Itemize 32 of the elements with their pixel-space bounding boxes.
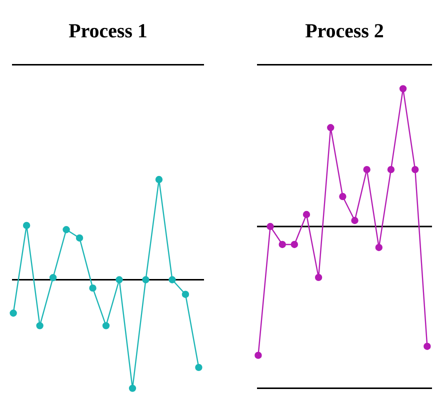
point	[168, 276, 176, 284]
point	[314, 274, 322, 282]
point	[22, 222, 30, 230]
point	[387, 166, 395, 174]
point	[351, 216, 358, 224]
point	[116, 276, 123, 284]
point	[266, 222, 274, 230]
point	[49, 274, 57, 282]
point	[290, 240, 298, 248]
point	[424, 342, 431, 350]
chart-title: Process 1	[68, 24, 146, 38]
point	[254, 352, 262, 359]
point	[89, 284, 96, 292]
point	[195, 364, 202, 372]
point	[399, 85, 407, 92]
point	[10, 310, 17, 317]
point	[278, 240, 286, 248]
point	[302, 210, 310, 218]
point	[76, 234, 84, 242]
point	[412, 166, 419, 174]
point	[375, 244, 383, 252]
point	[142, 276, 150, 284]
point	[363, 166, 370, 174]
point	[182, 290, 190, 298]
point	[128, 384, 136, 392]
point	[339, 192, 346, 200]
point	[155, 176, 163, 184]
point	[36, 322, 44, 330]
chart-title: Process 2	[305, 24, 384, 38]
point	[327, 124, 334, 132]
point	[102, 322, 110, 330]
point	[62, 226, 70, 234]
